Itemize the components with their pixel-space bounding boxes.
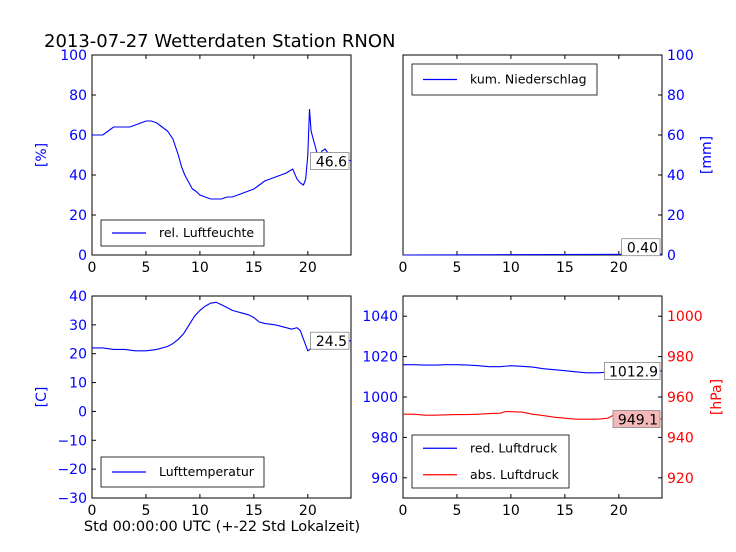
y-axis-label-top-right: [mm]	[699, 136, 715, 174]
x-axis-footer-label: Std 00:00:00 UTC (+-22 Std Lokalzeit)	[84, 519, 360, 535]
value-box-top-left	[310, 152, 350, 170]
x-tick-label-top-right: 10	[502, 260, 520, 276]
y-axis-label-bottom-left: [C]	[34, 387, 50, 408]
y-tick-label-top-left: 40	[69, 168, 87, 184]
y-tick-label-bottom-right: 980	[667, 350, 694, 366]
x-tick-label-bottom-right: 10	[502, 503, 520, 519]
x-tick-label-top-left: 10	[191, 260, 209, 276]
x-tick-label-bottom-left: 15	[245, 503, 263, 519]
y-tick-label-bottom-left: −30	[57, 491, 87, 507]
series-line-bottom-left	[92, 301, 352, 352]
y-tick-label-top-left: 100	[60, 48, 87, 64]
legend-label-bottom-left: Lufttemperatur	[159, 464, 255, 479]
y-axis-label-top-left: [%]	[34, 143, 50, 167]
x-tick-label-bottom-left: 5	[141, 503, 150, 519]
y-tick-label-bottom-left: −10	[57, 433, 87, 449]
y-tick-label-top-left: 80	[69, 88, 87, 104]
value-box-bottom-right-red	[604, 362, 661, 380]
x-tick-label-bottom-right: 0	[399, 503, 408, 519]
y-tick-label-top-right: 0	[667, 248, 676, 264]
x-tick-label-top-left: 5	[141, 260, 150, 276]
x-tick-label-bottom-right: 5	[452, 503, 461, 519]
x-tick-label-bottom-right: 20	[610, 503, 628, 519]
y-tick-label-bottom-left: 0	[78, 404, 87, 420]
value-label-bottom-right-red: 1012.9	[609, 364, 658, 380]
y-tick-label-bottom-left: 20	[69, 347, 87, 363]
y-tick-label-top-left: 0	[78, 248, 87, 264]
series-line-top-left	[92, 108, 352, 200]
x-tick-label-top-left: 0	[88, 260, 97, 276]
x-tick-label-bottom-left: 10	[191, 503, 209, 519]
legend-box-bottom-right	[411, 434, 570, 489]
axes-frame-top-left	[91, 54, 352, 256]
y-tick-label-top-left: 20	[69, 208, 87, 224]
legend-label-bottom-right: red. Luftdruck	[470, 440, 558, 455]
y-tick-label-top-right: 20	[667, 208, 685, 224]
y-tick-label-top-left: 60	[69, 128, 87, 144]
value-box-bottom-left	[310, 331, 350, 350]
y-tick-label-bottom-right: 960	[371, 471, 398, 487]
x-tick-label-top-left: 20	[299, 260, 317, 276]
axes-frame-bottom-left	[91, 295, 352, 499]
x-tick-label-top-right: 0	[399, 260, 408, 276]
legend-label-bottom-right: abs. Luftdruck	[470, 467, 560, 482]
x-tick-label-top-right: 5	[452, 260, 461, 276]
y-tick-label-bottom-right: 1000	[667, 309, 703, 325]
y-tick-label-bottom-left: −20	[57, 462, 87, 478]
y-tick-label-bottom-right: 1000	[362, 390, 398, 406]
value-label-top-right: 0.40	[627, 241, 658, 257]
y-tick-label-bottom-right: 980	[371, 430, 398, 446]
series-line-top-right	[402, 253, 663, 256]
legend-label-top-left: rel. Luftfeuchte	[159, 225, 254, 240]
y-tick-label-bottom-right: 940	[667, 430, 694, 446]
value-label-top-left: 46.6	[316, 155, 347, 171]
y-tick-label-bottom-left: 40	[69, 289, 87, 305]
legend-label-top-right: kum. Niederschlag	[470, 72, 587, 87]
y-tick-label-top-right: 40	[667, 168, 685, 184]
x-tick-label-top-left: 15	[245, 260, 263, 276]
y-tick-label-top-right: 60	[667, 128, 685, 144]
y-tick-label-bottom-left: 10	[69, 376, 87, 392]
value-label-bottom-left: 24.5	[316, 334, 347, 350]
x-tick-label-bottom-left: 20	[299, 503, 317, 519]
chart-title: 2013-07-27 Wetterdaten Station RNON	[44, 31, 396, 52]
y-tick-label-bottom-left: 30	[69, 318, 87, 334]
x-tick-label-bottom-left: 0	[88, 503, 97, 519]
y-tick-label-top-right: 80	[667, 88, 685, 104]
y-tick-label-bottom-right: 1040	[362, 309, 398, 325]
value-box-bottom-right-abs	[612, 410, 661, 428]
y-tick-label-bottom-right: 1020	[362, 350, 398, 366]
x-tick-label-bottom-right: 15	[556, 503, 574, 519]
y-tick-label-top-right: 100	[667, 48, 694, 64]
x-tick-label-top-right: 20	[610, 260, 628, 276]
y-axis-label-bottom-right: [hPa]	[709, 379, 725, 415]
value-box-top-right	[621, 238, 661, 257]
y-tick-label-bottom-right: 960	[667, 390, 694, 406]
y-tick-label-bottom-right: 920	[667, 471, 694, 487]
value-label-bottom-right-abs: 949.1	[618, 413, 658, 429]
x-tick-label-top-right: 15	[556, 260, 574, 276]
